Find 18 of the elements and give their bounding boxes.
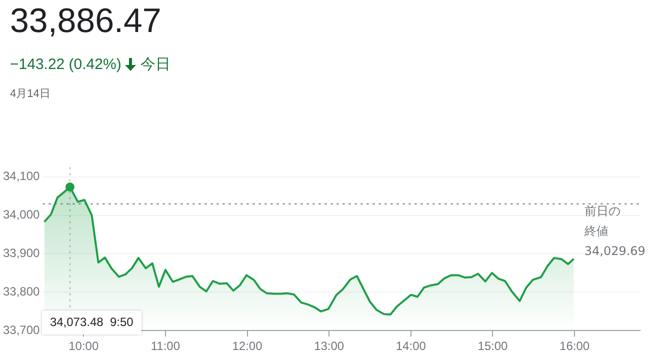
x-tick-label: 10:00 bbox=[68, 339, 99, 354]
y-tick-label: 34,100 bbox=[3, 169, 40, 184]
y-tick-label: 33,800 bbox=[3, 284, 40, 298]
chart-subtitle: −143.22 (0.42%) bbox=[10, 56, 122, 73]
x-tick-label: 15:00 bbox=[478, 339, 508, 354]
chart-title: 33,886.47 bbox=[10, 2, 162, 41]
annotation: 34,073.48 9:50 bbox=[50, 314, 134, 329]
y-tick-label: 33,700 bbox=[3, 322, 40, 337]
y-tick-label: 34,000 bbox=[3, 208, 40, 222]
x-tick-label: 12:00 bbox=[232, 339, 263, 354]
text: 今日 bbox=[140, 55, 170, 74]
x-tick-label: 13:00 bbox=[314, 339, 344, 354]
x-tick-label: 16:00 bbox=[560, 339, 590, 354]
x-tick-label: 14:00 bbox=[396, 339, 426, 354]
ref-line-label: 前日の終値34,029.69 bbox=[583, 204, 646, 258]
x-tick-label: 11:00 bbox=[150, 339, 180, 354]
text: 4月14日 bbox=[10, 87, 50, 101]
y-tick-label: 33,900 bbox=[3, 246, 40, 260]
